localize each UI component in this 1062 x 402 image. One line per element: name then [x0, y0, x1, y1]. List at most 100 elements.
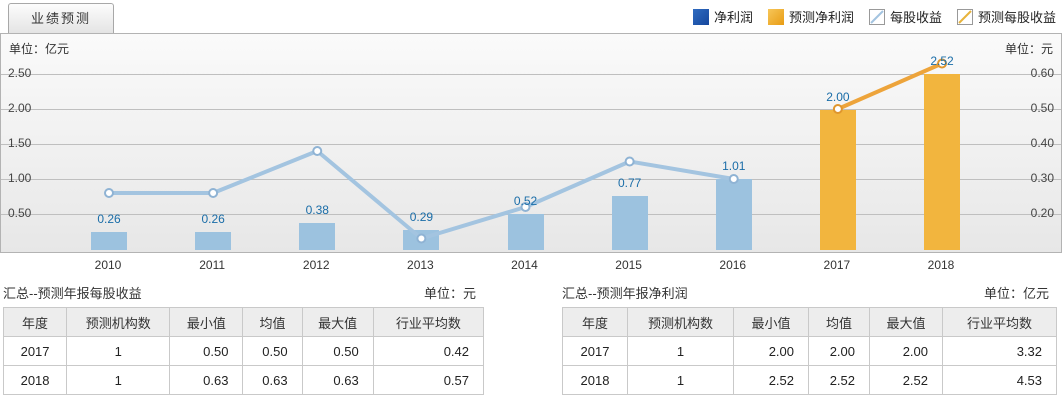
eps-forecast-table-section: 汇总--预测年报每股收益 单位：元 年度 预测机构数 最小值 均值 最大值 行业平均数 20… [2, 277, 485, 395]
bar-value-label-2016: 1.01 [722, 159, 746, 174]
table-cell: 2.00 [869, 336, 943, 366]
x-axis-labels: 2010 2011 2012 2013 2014 2015 2016 2017 2018 [0, 253, 1062, 277]
bar-value-label-2018: 2.52 [930, 53, 954, 68]
bar-2014 [507, 213, 544, 250]
table-cell: 0.42 [372, 336, 485, 366]
bar-value-label-2010: 0.26 [97, 211, 121, 226]
right-axis-tick: 0.60 [1030, 66, 1054, 80]
table-row: 2017 1 2.00 2.00 2.00 3.32 [562, 336, 1057, 366]
table-cell: 2.52 [733, 365, 809, 395]
column-header: 行业平均数 [372, 307, 485, 337]
legend-item-net-profit: 净利润 [692, 7, 753, 26]
x-axis-label-2012: 2012 [302, 258, 330, 272]
left-axis-tick: 1.00 [8, 171, 32, 185]
table-cell: 2018 [562, 365, 628, 395]
table-header-row: 汇总--预测年报每股收益 单位：元 [3, 277, 484, 307]
table-cell: 1 [627, 336, 734, 366]
bar-value-label-2011: 0.26 [201, 211, 225, 226]
chart-legend: 净利润 预测净利润 每股收益 预测每股收益 [692, 0, 1056, 33]
tab-performance-forecast[interactable]: 业绩预测 [8, 3, 114, 33]
table-cell: 1 [627, 365, 734, 395]
table-cell: 0.50 [301, 336, 374, 366]
eps-line-swatch-icon [868, 8, 885, 25]
right-axis-tick: 0.30 [1030, 171, 1054, 185]
table-row: 2017 1 0.50 0.50 0.50 0.42 [2, 336, 485, 366]
table-cell: 2017 [562, 336, 628, 366]
column-header: 行业平均数 [942, 307, 1057, 337]
bar-value-label-2014: 0.52 [513, 193, 538, 208]
netprofit-forecast-table: 年度 预测机构数 最小值 均值 最大值 行业平均数 2017 1 2.00 2.00 2.00 3.3… [562, 307, 1057, 395]
line-marker [208, 188, 219, 198]
topbar: 业绩预测 净利润 预测净利润 每股收益 预测每股收益 [0, 0, 1062, 33]
table-cell: 2018 [2, 365, 68, 395]
x-axis-label-2016: 2016 [719, 258, 747, 272]
bar-2015 [611, 196, 648, 250]
table-cell: 4.53 [942, 365, 1057, 395]
table-cell: 0.63 [301, 365, 374, 395]
bar-value-label-2017: 2.00 [826, 90, 850, 104]
gridline [1, 74, 1061, 75]
column-header: 最大值 [301, 307, 374, 337]
left-axis-tick: 1.50 [8, 136, 32, 150]
legend-item-forecast-net-profit: 预测净利润 [767, 7, 854, 26]
left-axis-tick: 2.00 [8, 101, 32, 115]
column-header: 最大值 [869, 307, 943, 337]
column-header: 预测机构数 [66, 307, 171, 337]
table-title: 汇总--预测年报净利润 [562, 285, 688, 301]
column-header: 年度 [562, 307, 628, 337]
table-row: 2018 1 0.63 0.63 0.63 0.57 [2, 365, 485, 395]
table-cell: 0.63 [169, 365, 244, 395]
left-axis-tick: 0.50 [8, 206, 32, 220]
right-axis-tick: 0.20 [1030, 206, 1054, 220]
x-axis-label-2011: 2011 [199, 258, 226, 272]
bar-2011 [195, 231, 232, 250]
right-axis-tick: 0.40 [1030, 136, 1054, 150]
bar-2018 [924, 73, 960, 250]
x-axis-label-2010: 2010 [94, 258, 122, 272]
table-header-row: 汇总--预测年报净利润 单位：亿元 [562, 277, 1057, 307]
table-unit: 单位：元 [423, 285, 476, 301]
x-axis-label-2015: 2015 [615, 258, 642, 272]
gridline [1, 179, 1061, 180]
bar-value-label-2013: 0.29 [409, 209, 434, 224]
netprofit-forecast-table-section: 汇总--预测年报净利润 单位：亿元 年度 预测机构数 最小值 均值 最大值 行业平均数 20… [562, 277, 1057, 395]
table-cell: 2017 [2, 336, 68, 366]
column-header: 预测机构数 [627, 307, 734, 337]
table-cell: 2.00 [808, 336, 870, 366]
table-cell: 0.50 [242, 336, 303, 366]
eps-forecast-table: 年度 预测机构数 最小值 均值 最大值 行业平均数 2017 1 0.50 0.50 0.50 0.4… [2, 307, 485, 395]
legend-label: 净利润 [713, 10, 753, 25]
left-axis-tick: 2.50 [8, 66, 32, 80]
legend-label: 预测净利润 [788, 10, 854, 25]
x-axis-label-2017: 2017 [823, 258, 851, 272]
bar-value-label-2015: 0.77 [617, 176, 642, 191]
table-cell: 2.52 [869, 365, 943, 395]
table-title: 汇总--预测年报每股收益 [3, 285, 142, 301]
line-marker [624, 156, 635, 167]
x-axis-label-2013: 2013 [407, 258, 434, 272]
bar-2013 [403, 229, 440, 250]
column-header: 最小值 [733, 307, 809, 337]
x-axis-label-2014: 2014 [511, 258, 538, 272]
column-header: 最小值 [169, 307, 244, 337]
line-marker [104, 188, 114, 198]
x-axis-label-2018: 2018 [927, 258, 955, 272]
right-axis-unit: 单位：元 [1004, 42, 1053, 56]
line-marker [312, 146, 323, 156]
forecast-chart: 单位：亿元 单位：元 2.50 0.60 2.00 0.50 1.50 0.40 1.00 0… [0, 33, 1062, 253]
table-header-row: 年度 预测机构数 最小值 均值 最大值 行业平均数 [2, 307, 485, 337]
table-cell: 3.32 [942, 336, 1057, 366]
table-cell: 2.52 [808, 365, 870, 395]
table-row: 2018 1 2.52 2.52 2.52 4.53 [562, 365, 1057, 395]
bar-2016 [715, 179, 752, 250]
bar-value-label-2012: 0.38 [305, 203, 329, 218]
table-cell: 1 [66, 336, 171, 366]
gridline [1, 144, 1061, 145]
column-header: 年度 [2, 307, 68, 337]
table-unit: 单位：亿元 [983, 285, 1049, 301]
table-cell: 0.63 [242, 365, 303, 395]
column-header: 均值 [242, 307, 303, 337]
forecast-net-profit-swatch-icon [767, 8, 784, 25]
table-cell: 0.50 [169, 336, 244, 366]
